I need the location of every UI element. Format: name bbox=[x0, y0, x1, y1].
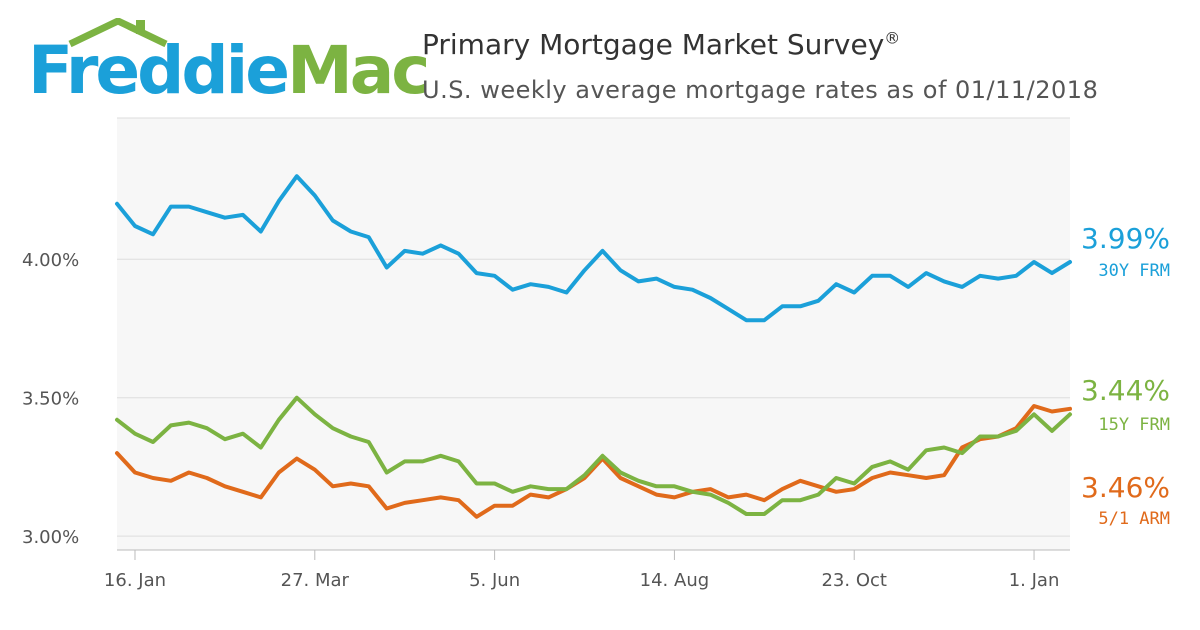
x-tick-label: 1. Jan bbox=[1009, 570, 1060, 591]
logo-roof-line bbox=[68, 18, 168, 48]
series-lines bbox=[115, 174, 1072, 519]
chart-subtitle: U.S. weekly average mortgage rates as of… bbox=[422, 76, 1099, 104]
series-name-5-1-arm: 5/1 ARM bbox=[1098, 509, 1170, 529]
latest-value-30y-frm: 3.99% bbox=[1081, 222, 1170, 255]
logo-chimney bbox=[136, 20, 145, 34]
series-name-30y-frm: 30Y FRM bbox=[1098, 261, 1170, 281]
logo-word-mac: Mac bbox=[287, 32, 430, 109]
y-axis-labels: 3.00% 3.50% 4.00% bbox=[22, 250, 79, 548]
latest-value-5-1-arm: 3.46% bbox=[1081, 471, 1170, 504]
x-tick-label: 5. Jun bbox=[469, 570, 520, 591]
chart-title: Primary Mortgage Market Survey® bbox=[422, 28, 900, 61]
y-tick-label: 3.50% bbox=[22, 389, 79, 410]
x-axis bbox=[117, 549, 1070, 560]
series-end-labels: 3.99% 30Y FRM 3.44% 15Y FRM 3.46% 5/1 ARM bbox=[1081, 222, 1170, 529]
freddie-mac-logo: FreddieMac bbox=[28, 18, 430, 109]
house-roof-icon bbox=[68, 18, 168, 48]
latest-value-15y-frm: 3.44% bbox=[1081, 374, 1170, 407]
chart-title-text: Primary Mortgage Market Survey bbox=[422, 28, 885, 61]
x-tick-label: 14. Aug bbox=[640, 570, 710, 591]
plot-area bbox=[117, 118, 1070, 550]
plot-background bbox=[117, 118, 1070, 550]
series-name-15y-frm: 15Y FRM bbox=[1098, 415, 1170, 435]
x-axis-labels: 16. Jan 27. Mar 5. Jun 14. Aug 23. Oct 1. Jan bbox=[104, 570, 1059, 591]
y-tick-label: 3.00% bbox=[22, 527, 79, 548]
gridlines bbox=[117, 117, 1070, 537]
x-tick-label: 23. Oct bbox=[821, 570, 886, 591]
logo-word-freddie: Freddie bbox=[28, 32, 290, 109]
x-tick-label: 16. Jan bbox=[104, 570, 166, 591]
series-line-30y-frm bbox=[115, 174, 1072, 323]
registered-mark: ® bbox=[884, 28, 901, 48]
y-tick-label: 4.00% bbox=[22, 250, 79, 271]
x-tick-label: 27. Mar bbox=[281, 570, 350, 591]
series-line-15y-frm bbox=[115, 395, 1072, 516]
